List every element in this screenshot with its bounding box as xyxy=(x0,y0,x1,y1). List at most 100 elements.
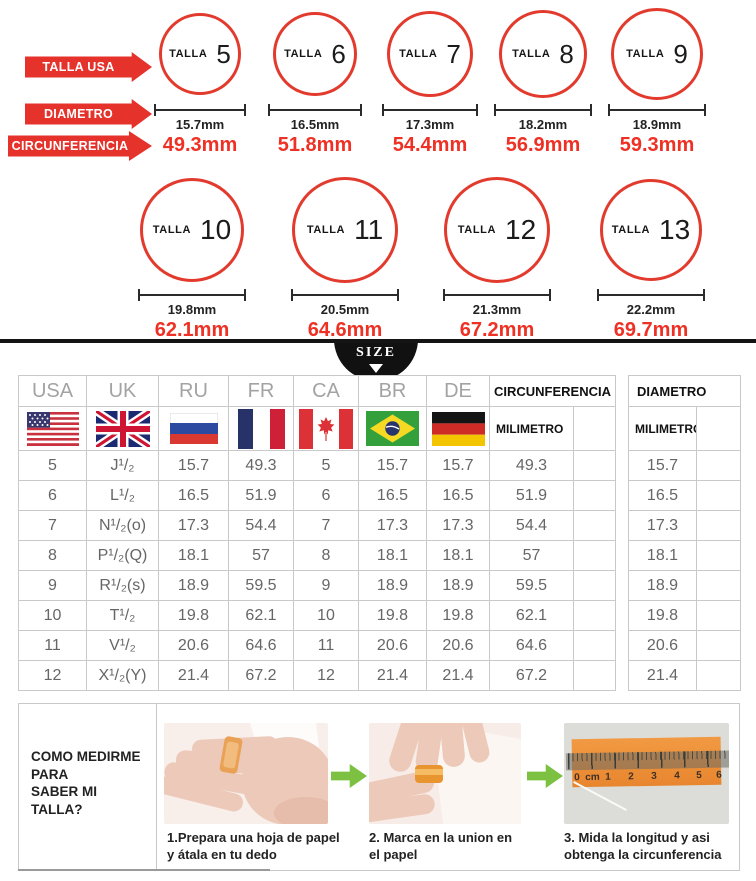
cell-ru: 17.3 xyxy=(158,510,229,541)
cell-circumference: 59.5 xyxy=(489,570,574,601)
table-row: 19.8 xyxy=(628,600,741,631)
brazil-flag-icon xyxy=(366,411,419,446)
cell-circumference: 49.3 xyxy=(489,450,574,481)
ring-size-9: TALLA 9 18.9mm 59.3mm xyxy=(602,0,712,157)
ring-circle: TALLA 10 xyxy=(140,178,244,282)
col-header-usa: USA xyxy=(18,375,87,407)
table-row: 11 V¹/₂ 20.6 64.6 11 20.6 20.6 64.6 xyxy=(18,630,616,661)
cell-usa: 10 xyxy=(18,600,87,631)
cell-br: 19.8 xyxy=(358,600,427,631)
cell-fr: 64.6 xyxy=(228,630,294,661)
circunferencia-arrow-label: CIRCUNFERENCIA xyxy=(8,131,152,161)
paper-strip: 0 cm 1 2 3 4 5 6 xyxy=(565,736,729,788)
cell-de: 15.7 xyxy=(426,450,490,481)
cell-uk: V¹/₂ xyxy=(86,630,159,661)
flag-uk-cell xyxy=(86,406,159,451)
diametro-label: DIAMETRO xyxy=(43,107,114,121)
cell-circumference: 62.1 xyxy=(489,600,574,631)
ruler-mark: 6 xyxy=(716,769,722,781)
ring-size-13: TALLA 13 22.2mm 69.7mm xyxy=(591,170,711,342)
russia-flag-icon xyxy=(169,413,218,444)
col-header-fr: FR xyxy=(228,375,294,407)
ring-talla-label: TALLA xyxy=(306,224,346,236)
cell-br: 18.9 xyxy=(358,570,427,601)
cell-circumference: 54.4 xyxy=(489,510,574,541)
ring-talla-label: TALLA xyxy=(169,48,208,60)
hands-marking-paper-illustration xyxy=(369,723,521,824)
cell-uk: N¹/₂(o) xyxy=(86,510,159,541)
ruler-mark: 5 xyxy=(696,770,702,782)
diameter-value: 18.2mm xyxy=(518,117,568,132)
cell-ru: 19.8 xyxy=(158,600,229,631)
cell-circumference: 67.2 xyxy=(489,660,574,691)
cell-ca: 5 xyxy=(293,450,359,481)
cell-ru: 18.9 xyxy=(158,570,229,601)
cell-de: 19.8 xyxy=(426,600,490,631)
diameter-value: 15.7mm xyxy=(175,117,225,132)
diameter-unit-label: MILIMETRO xyxy=(628,406,697,451)
step2-hand-photo xyxy=(369,723,521,824)
empty-cell xyxy=(696,570,741,601)
ring-size-number: 13 xyxy=(659,214,691,245)
ruler-mark: 3 xyxy=(651,770,657,782)
ring-size-number: 7 xyxy=(446,38,461,69)
cell-circumference: 64.6 xyxy=(489,630,574,661)
cell-ru: 18.1 xyxy=(158,540,229,571)
flag-ca-cell xyxy=(293,406,359,451)
ruler-mark: 4 xyxy=(674,770,680,782)
caption-line: obtenga la circunferencia xyxy=(564,847,722,862)
cell-usa: 11 xyxy=(18,630,87,661)
cell-de: 17.3 xyxy=(426,510,490,541)
flag-br-cell xyxy=(358,406,427,451)
table-row: 10 T¹/₂ 19.8 62.1 10 19.8 19.8 62.1 xyxy=(18,600,616,631)
ring-talla-label: TALLA xyxy=(152,224,192,236)
ring-size-5: TALLA 5 15.7mm 49.3mm xyxy=(145,0,255,157)
empty-cell xyxy=(573,450,616,481)
flag-ru-cell xyxy=(158,406,229,451)
ring-circle: TALLA 11 xyxy=(292,177,398,283)
ring-size-number: 11 xyxy=(354,214,384,245)
ring-talla-label: TALLA xyxy=(284,48,323,60)
ring-size-12: TALLA 12 21.3mm 67.2mm xyxy=(437,170,557,342)
question-line: TALLA? xyxy=(31,801,83,817)
empty-cell xyxy=(696,450,741,481)
cell-uk: X¹/₂(Y) xyxy=(86,660,159,691)
caption-line: y átala en tu dedo xyxy=(167,847,277,862)
ring-size-number: 9 xyxy=(673,38,688,69)
ring-size-number: 5 xyxy=(216,38,231,69)
cell-fr: 54.4 xyxy=(228,510,294,541)
size-badge xyxy=(334,343,418,385)
cell-br: 17.3 xyxy=(358,510,427,541)
cell-divider xyxy=(156,704,157,870)
step1-hand-photo xyxy=(164,723,328,824)
table-row: 9 R¹/₂(s) 18.9 59.5 9 18.9 18.9 59.5 xyxy=(18,570,616,601)
next-step-arrow-icon xyxy=(331,764,367,788)
cell-ca: 9 xyxy=(293,570,359,601)
cell-br: 20.6 xyxy=(358,630,427,661)
ruler xyxy=(565,750,729,771)
ring-talla-label: TALLA xyxy=(512,48,551,60)
how-to-measure-section: COMO MEDIRME PARA SABER MI TALLA? xyxy=(18,703,740,871)
table-header-row: DIAMETRO xyxy=(628,375,741,407)
caption-line: el papel xyxy=(369,847,418,862)
diameter-measure-line xyxy=(154,104,246,116)
question-line: PARA xyxy=(31,766,69,782)
cell-usa: 5 xyxy=(18,450,87,481)
ring-circle: TALLA 5 xyxy=(159,13,241,95)
diameter-measure-line xyxy=(138,289,246,301)
table-row: 6 L¹/₂ 16.5 51.9 6 16.5 16.5 51.9 xyxy=(18,480,616,511)
empty-cell xyxy=(696,630,741,661)
diameter-value: 17.3mm xyxy=(405,117,455,132)
hand-with-paper-strip-illustration xyxy=(164,723,328,824)
flag-fr-cell xyxy=(228,406,294,451)
bottom-border-segment xyxy=(18,869,270,871)
cell-circumference: 51.9 xyxy=(489,480,574,511)
cell-usa: 9 xyxy=(18,570,87,601)
ring-circle: TALLA 6 xyxy=(273,12,357,96)
empty-cell xyxy=(696,660,741,691)
cell-usa: 7 xyxy=(18,510,87,541)
chevron-down-icon xyxy=(369,364,383,373)
empty-cell xyxy=(573,600,616,631)
cell-uk: L¹/₂ xyxy=(86,480,159,511)
